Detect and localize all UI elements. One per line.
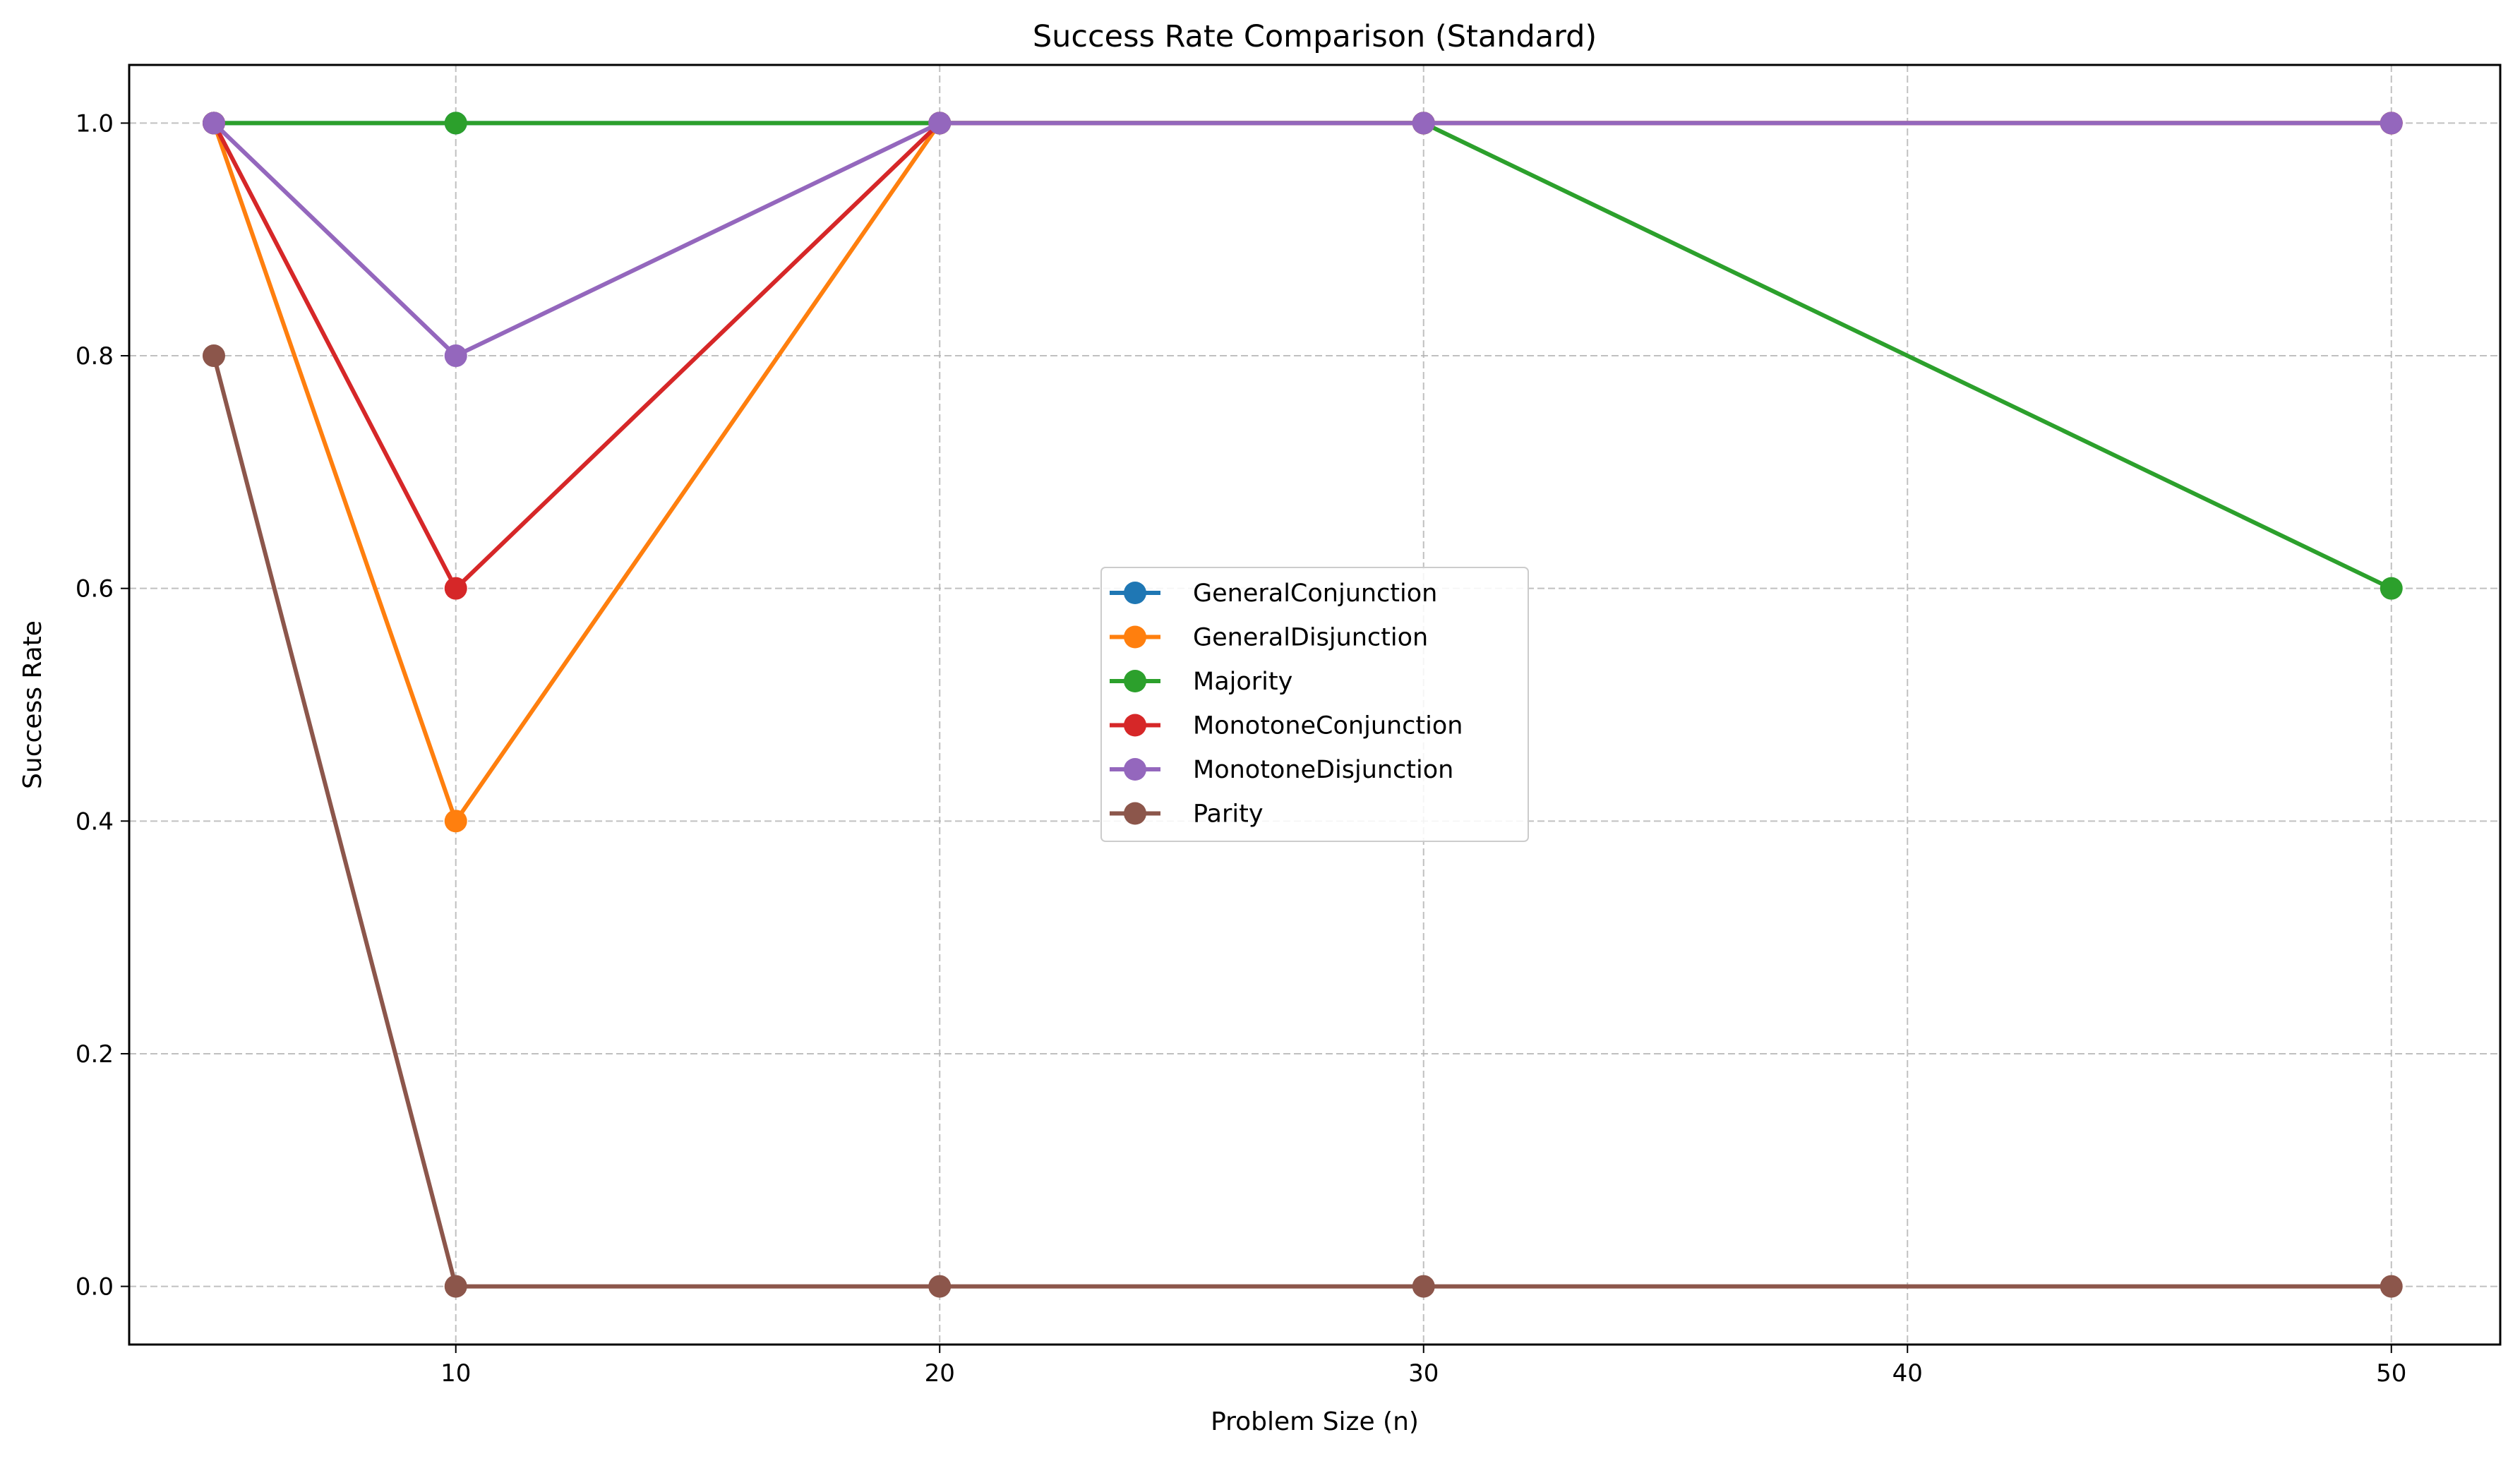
legend: GeneralConjunction GeneralDisjunction Majo…: [1100, 567, 1529, 842]
legend-marker-generalconjunction: [1124, 582, 1146, 604]
x-tick-label: 10: [440, 1359, 471, 1388]
data-point-parity: [928, 1275, 952, 1298]
chart-title: Success Rate Comparison (Standard): [1033, 19, 1597, 54]
data-point-monotoneconjunction: [444, 577, 467, 600]
legend-item-generaldisjunction: GeneralDisjunction: [1110, 624, 1428, 652]
y-tick-label: 0.6: [76, 575, 114, 603]
y-tick-label: 0.8: [76, 342, 114, 371]
legend-item-monotoneconjunction: MonotoneConjunction: [1110, 712, 1463, 740]
x-tick-label: 40: [1892, 1359, 1923, 1388]
legend-item-generalconjunction: GeneralConjunction: [1110, 579, 1437, 608]
legend-marker-majority: [1124, 670, 1146, 692]
legend-marker-monotoneconjunction: [1124, 714, 1146, 737]
legend-label-generalconjunction: GeneralConjunction: [1193, 579, 1437, 608]
series-group: [202, 112, 2403, 1298]
data-point-majority: [444, 112, 467, 135]
legend-label-monotonedisjunction: MonotoneDisjunction: [1193, 756, 1453, 784]
series-parity: [202, 344, 2403, 1298]
legend-marker-generaldisjunction: [1124, 625, 1146, 649]
legend-label-majority: Majority: [1193, 668, 1292, 696]
plot-frame: [128, 64, 2502, 1346]
x-tick-label: 50: [2376, 1359, 2406, 1388]
legend-label-monotoneconjunction: MonotoneConjunction: [1193, 712, 1463, 740]
data-point-parity: [444, 1275, 467, 1298]
legend-item-monotonedisjunction: MonotoneDisjunction: [1110, 756, 1453, 784]
ticks: 10 20 30 40 50 0.0 0.2 0.4 0.6 0.8 1.0: [76, 109, 2406, 1388]
series-monotonedisjunction: [202, 112, 2403, 368]
x-axis-label: Problem Size (n): [1211, 1407, 1419, 1436]
y-tick-label: 0.2: [76, 1040, 114, 1069]
legend-item-parity: Parity: [1110, 800, 1264, 829]
data-point-parity: [2380, 1275, 2403, 1298]
data-point-monotonedisjunction: [444, 344, 467, 368]
y-axis-label: Success Rate: [18, 620, 47, 789]
legend-label-generaldisjunction: GeneralDisjunction: [1193, 624, 1428, 652]
data-point-parity: [202, 344, 225, 368]
data-point-generaldisjunction: [444, 810, 467, 833]
y-tick-label: 0.4: [76, 807, 114, 836]
x-tick-label: 30: [1408, 1359, 1439, 1388]
legend-marker-monotonedisjunction: [1124, 758, 1146, 781]
data-point-monotonedisjunction: [928, 112, 952, 135]
x-tick-label: 20: [925, 1359, 955, 1388]
data-point-monotonedisjunction: [1412, 112, 1435, 135]
y-tick-label: 0.0: [76, 1273, 114, 1301]
data-point-majority: [2380, 577, 2403, 600]
data-point-monotonedisjunction: [2380, 112, 2403, 135]
data-point-parity: [1412, 1275, 1435, 1298]
legend-box: [1100, 567, 1529, 842]
legend-marker-parity: [1124, 802, 1146, 825]
y-tick-label: 1.0: [76, 109, 114, 138]
legend-item-majority: Majority: [1110, 668, 1292, 696]
data-point-monotonedisjunction: [202, 112, 225, 135]
legend-label-parity: Parity: [1193, 800, 1264, 829]
